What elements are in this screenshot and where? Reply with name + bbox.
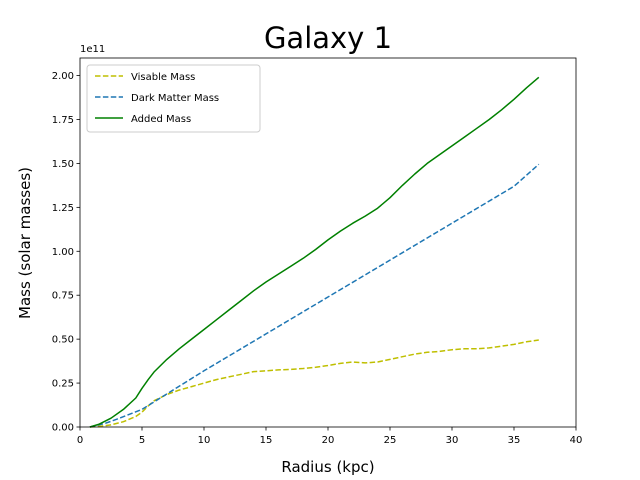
x-tick-label: 15 xyxy=(260,435,273,446)
y-tick-label: 1.25 xyxy=(52,203,74,214)
series-line-added-mass xyxy=(89,76,540,428)
y-tick-label: 0.25 xyxy=(52,379,74,390)
x-tick-label: 40 xyxy=(570,435,583,446)
legend: Visable Mass Dark Matter Mass Added Mass xyxy=(86,64,261,133)
y-tick-label: 1.75 xyxy=(52,115,74,126)
x-tick-label: 35 xyxy=(508,435,521,446)
y-tick-label: 2.00 xyxy=(52,71,74,82)
series-line-dark-matter-mass xyxy=(89,163,540,428)
y-tick-label: 0.75 xyxy=(52,291,74,302)
x-tick-label: 10 xyxy=(198,435,211,446)
x-tick-label: 30 xyxy=(446,435,459,446)
y-tick-label: 1.00 xyxy=(52,247,74,258)
legend-label: Dark Matter Mass xyxy=(131,93,219,104)
legend-label: Visable Mass xyxy=(131,72,195,83)
plot-area: 0 5 10 15 20 25 30 35 40 0.00 0.25 0.50 0.75 1.00 1.25… xyxy=(52,57,583,446)
y-tick-label: 0.00 xyxy=(52,423,74,434)
legend-label: Added Mass xyxy=(131,114,191,125)
x-tick-label: 20 xyxy=(322,435,335,446)
y-offset-label: 1e11 xyxy=(80,44,105,55)
x-tick-label: 5 xyxy=(139,435,145,446)
chart-title: Galaxy 1 xyxy=(264,21,392,55)
x-tick-label: 25 xyxy=(384,435,397,446)
y-tick-label: 1.50 xyxy=(52,159,74,170)
legend-box xyxy=(86,64,261,133)
x-tick-label: 0 xyxy=(77,435,83,446)
y-axis-label: Mass (solar masses) xyxy=(16,167,34,319)
x-axis-label: Radius (kpc) xyxy=(281,458,374,476)
y-tick-label: 0.50 xyxy=(52,335,74,346)
